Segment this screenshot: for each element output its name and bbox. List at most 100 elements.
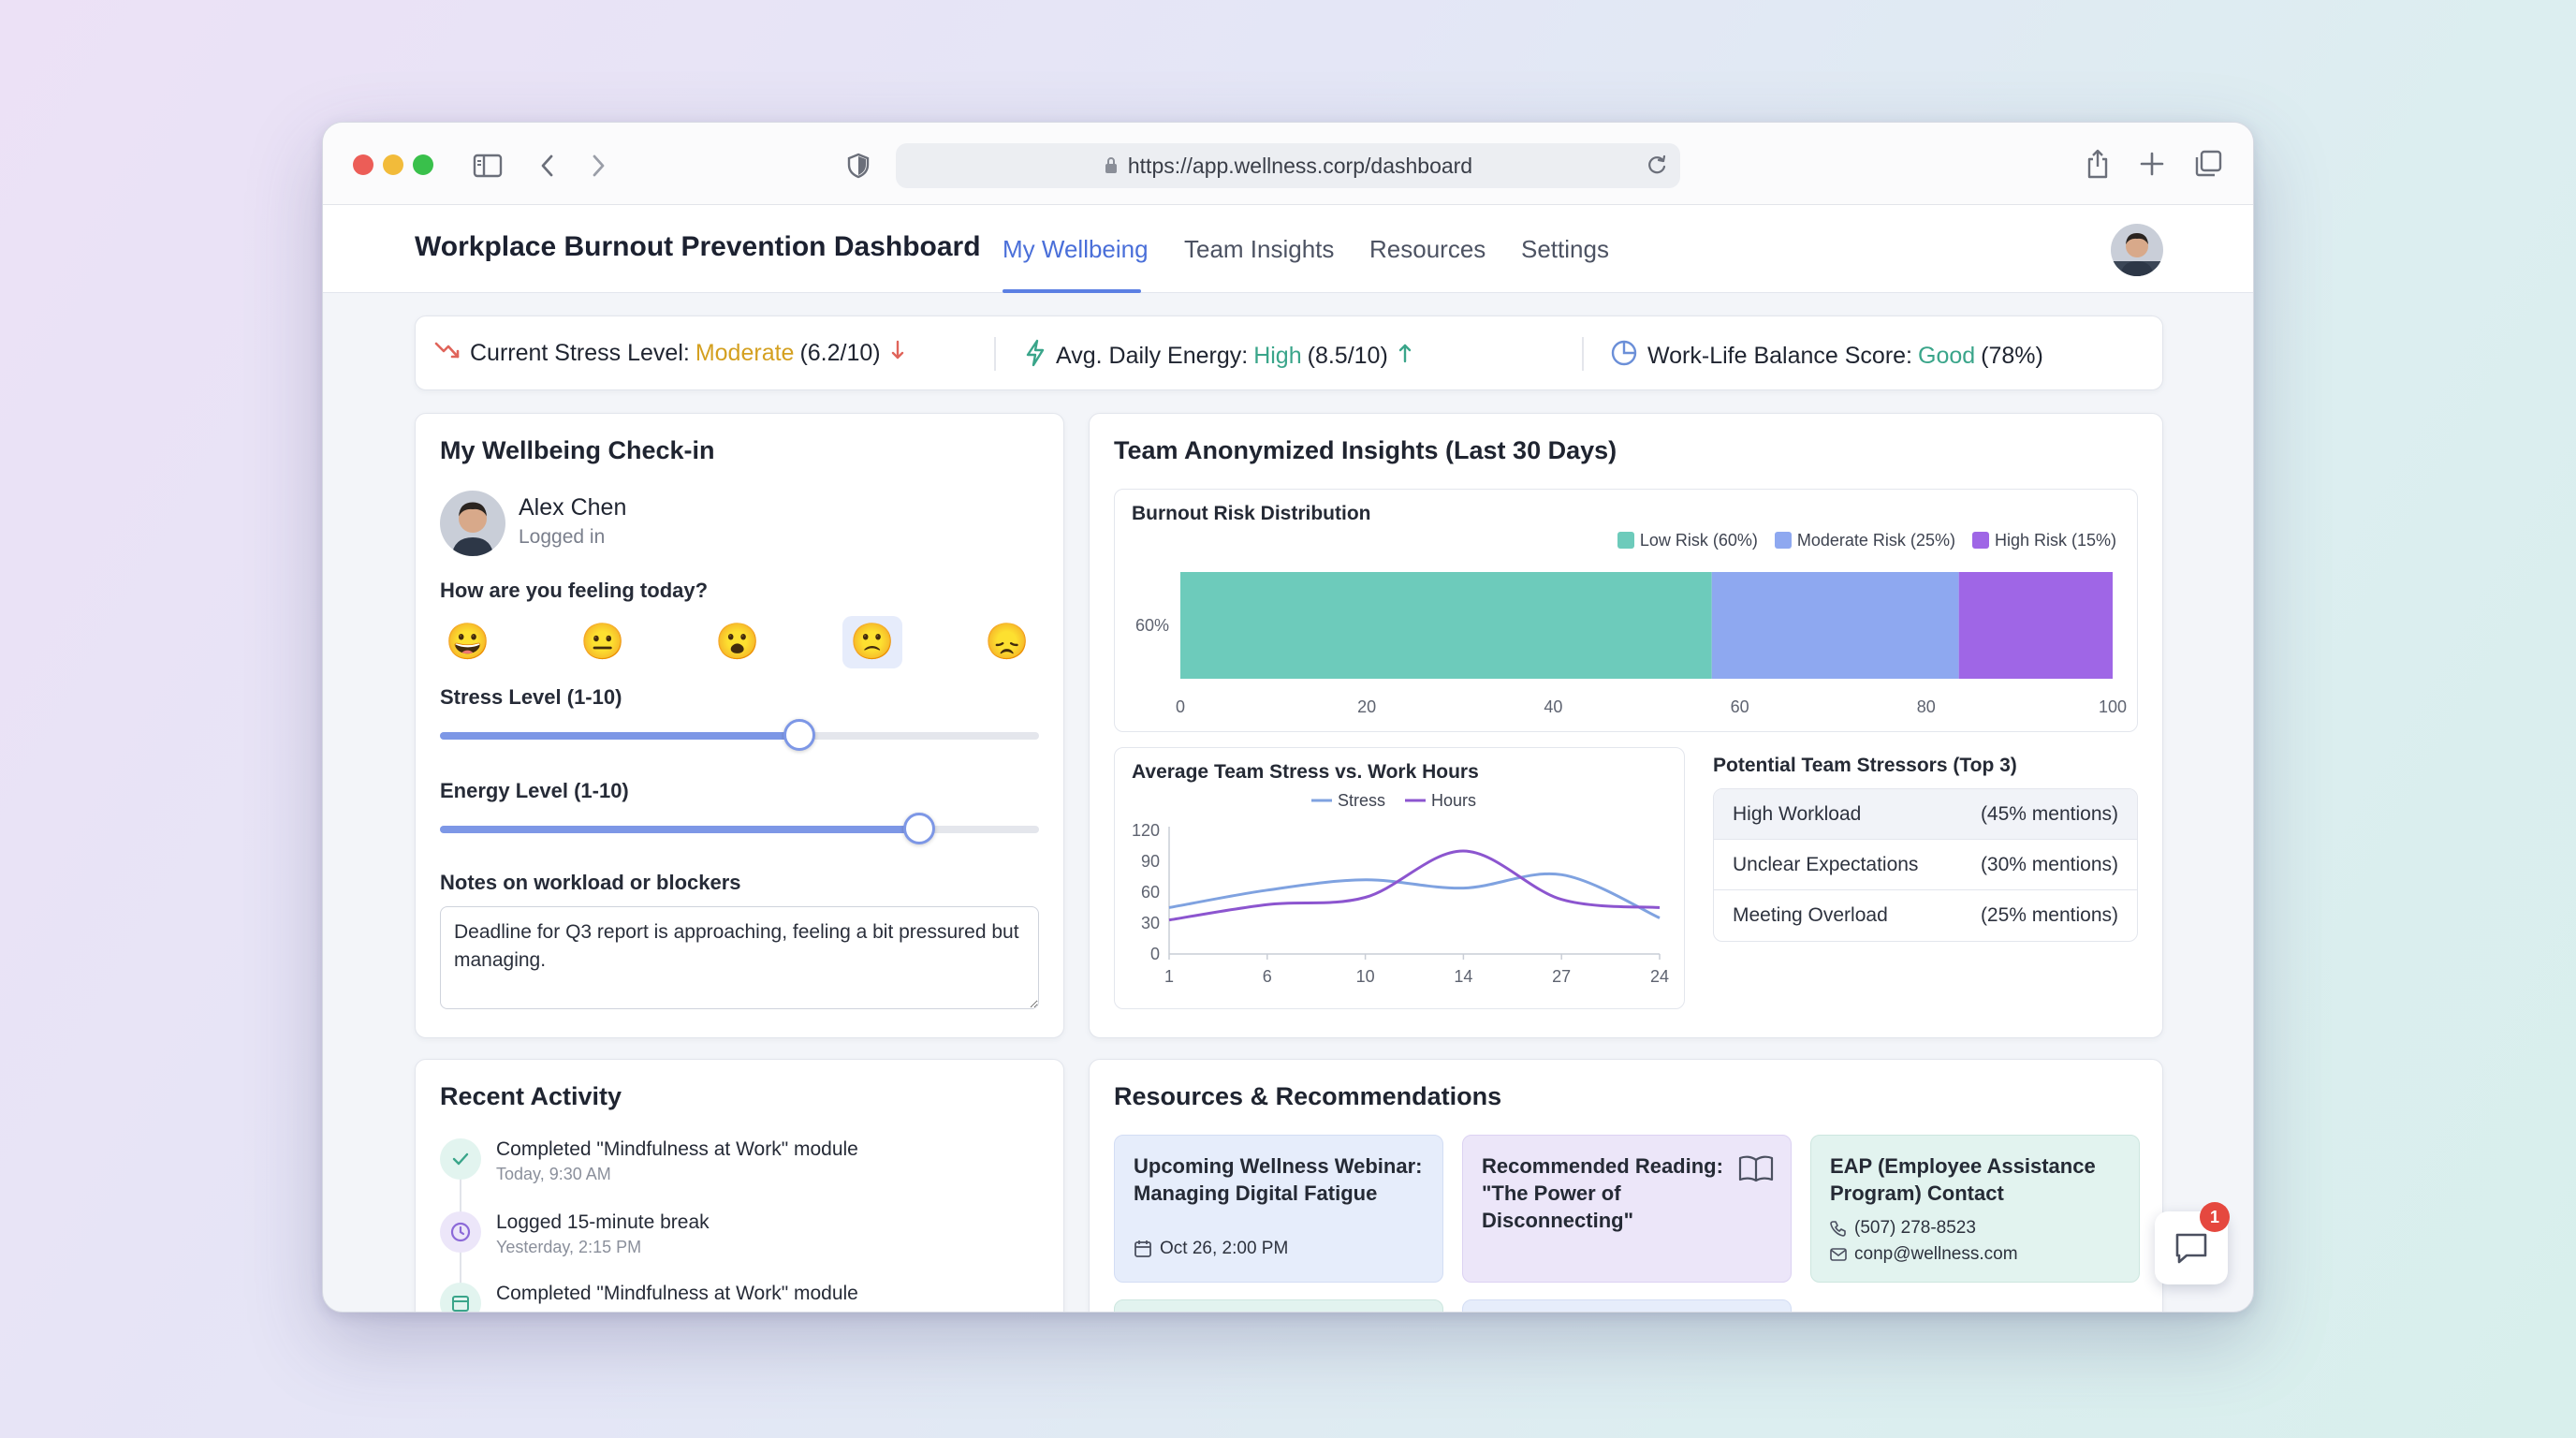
tab-resources[interactable]: Resources [1369,235,1486,263]
checkin-title: My Wellbeing Check-in [440,436,715,464]
mood-option[interactable]: 🙁 [842,616,902,668]
metrics-strip: Current Stress Level: Moderate (6.2/10) … [415,315,2163,390]
tabs-overview-icon[interactable] [2191,147,2225,181]
bar-segment [1180,572,1712,679]
mail-icon [1830,1248,1847,1261]
webinar-card[interactable]: Upcoming Wellness Webinar: Managing Digi… [1114,1135,1443,1283]
address-bar[interactable]: https://app.wellness.corp/dashboard [896,143,1680,188]
shield-icon[interactable] [842,149,875,183]
checkin-user-name: Alex Chen [519,494,627,521]
checkin-user-status: Logged in [519,526,606,548]
mood-option[interactable]: 😮 [715,623,760,662]
stressor-name: Meeting Overload [1733,904,1888,926]
activity-time: Today, 9:30 AM [496,1165,611,1183]
stressor-row: Meeting Overload (25% mentions) [1714,890,2137,941]
x-tick-label: 0 [1176,697,1185,716]
y-tick-label: 60 [1141,883,1160,902]
stress-slider-thumb[interactable] [783,719,815,751]
team-insights-title: Team Anonymized Insights (Last 30 Days) [1114,436,1617,464]
check-icon [440,1138,481,1180]
tab-my-wellbeing[interactable]: My Wellbeing [1003,235,1149,263]
legend-label: High Risk (15%) [1994,531,2116,550]
x-tick-label: 60 [1731,697,1749,716]
arrow-up-icon [1398,343,1412,370]
x-tick-label: 14 [1454,967,1472,986]
calendar-icon [1134,1240,1151,1257]
arrow-down-icon [890,340,905,367]
stressors-title: Potential Team Stressors (Top 3) [1713,755,2017,776]
activity-time: Yesterday, 2:15 PM [496,1238,642,1256]
resource-card-partial[interactable] [1462,1299,1792,1312]
maximize-window-button[interactable] [413,154,433,175]
y-tick-label: 90 [1141,852,1160,871]
legend-swatch [1774,532,1792,549]
eap-email[interactable]: conp@wellness.com [1830,1244,2018,1265]
notification-badge: 1 [2200,1202,2230,1232]
resource-card-partial[interactable] [1114,1299,1443,1312]
url-text: https://app.wellness.corp/dashboard [1127,153,1473,178]
x-tick-label: 27 [1552,967,1571,986]
x-tick-label: 10 [1356,967,1375,986]
stress-metric-detail: (6.2/10) [799,340,881,366]
mood-option[interactable]: 😀 [446,623,490,662]
book-icon [1738,1154,1774,1187]
sidebar-toggle-icon[interactable] [471,149,505,183]
checkin-card: My Wellbeing Check-in Alex Chen Logged i… [415,413,1064,1038]
chat-icon [2175,1233,2207,1264]
activity-title: Completed "Mindfulness at Work" module [496,1283,858,1304]
recent-activity-title: Recent Activity [440,1082,622,1110]
legend-label: Stress [1338,791,1385,810]
legend-swatch [1617,532,1634,549]
energy-slider[interactable] [440,813,1039,844]
resources-card: Resources & Recommendations Upcoming Wel… [1089,1059,2163,1312]
stress-metric-label: Current Stress Level: [470,340,690,366]
x-tick-label: 24 [1650,967,1669,986]
browser-toolbar: https://app.wellness.corp/dashboard [323,123,2253,205]
activity-title: Logged 15-minute break [496,1211,710,1233]
lock-icon [1105,157,1117,173]
stress-slider[interactable] [440,719,1039,751]
legend-label: Low Risk (60%) [1639,531,1758,550]
y-tick-label: 120 [1132,821,1160,840]
balance-metric-label: Work-Life Balance Score: [1647,343,1912,369]
legend-item: Low Risk (60%) [1617,531,1758,550]
tab-team-insights[interactable]: Team Insights [1184,235,1335,263]
team-insights-card: Team Anonymized Insights (Last 30 Days) … [1089,413,2163,1038]
stressor-mentions: (45% mentions) [1980,802,2118,825]
eap-phone[interactable]: (507) 278-8523 [1830,1218,1976,1239]
back-icon[interactable] [531,149,564,183]
reading-card[interactable]: Recommended Reading: "The Power of Disco… [1462,1135,1792,1283]
checkin-avatar [440,491,505,556]
burnout-chart: 60% 0 20 40 60 80 100 [1135,572,2127,716]
balance-metric-detail: (78%) [1981,343,2043,369]
user-avatar[interactable] [2111,224,2163,276]
trend-down-icon [434,339,461,368]
energy-slider-label: Energy Level (1-10) [440,779,629,802]
lightning-icon [1024,339,1046,374]
tab-settings[interactable]: Settings [1521,235,1609,263]
balance-metric: Work-Life Balance Score: Good (78%) [1610,339,2043,374]
share-icon[interactable] [2081,145,2115,183]
calendar-icon [440,1283,481,1312]
stress-hours-chart: Stress Hours 0 30 60 90 120 1 6 10 14 27 24 [1132,791,1669,986]
close-window-button[interactable] [353,154,373,175]
energy-metric: Avg. Daily Energy: High (8.5/10) [1024,339,1412,374]
minimize-window-button[interactable] [383,154,403,175]
notes-textarea[interactable]: Deadline for Q3 report is approaching, f… [440,906,1039,1009]
stressor-mentions: (25% mentions) [1980,904,2118,926]
forward-icon[interactable] [581,149,615,183]
burnout-chart-card: Burnout Risk Distribution Low Risk (60%)… [1114,489,2138,732]
eap-card[interactable]: EAP (Employee Assistance Program) Contac… [1810,1135,2140,1283]
active-tab-indicator [1003,289,1141,293]
mood-option[interactable]: 😞 [985,623,1030,662]
new-tab-icon[interactable] [2135,147,2169,181]
energy-slider-fill [440,826,919,833]
mood-option[interactable]: 😐 [580,623,625,662]
reload-icon[interactable] [1645,153,1669,183]
x-tick-label: 100 [2099,697,2127,716]
stress-metric-value: Moderate [695,340,795,366]
x-tick-label: 1 [1164,967,1174,986]
energy-slider-thumb[interactable] [903,813,935,844]
clock-icon [440,1211,481,1253]
reading-title: Recommended Reading: "The Power of Disco… [1482,1154,1723,1232]
